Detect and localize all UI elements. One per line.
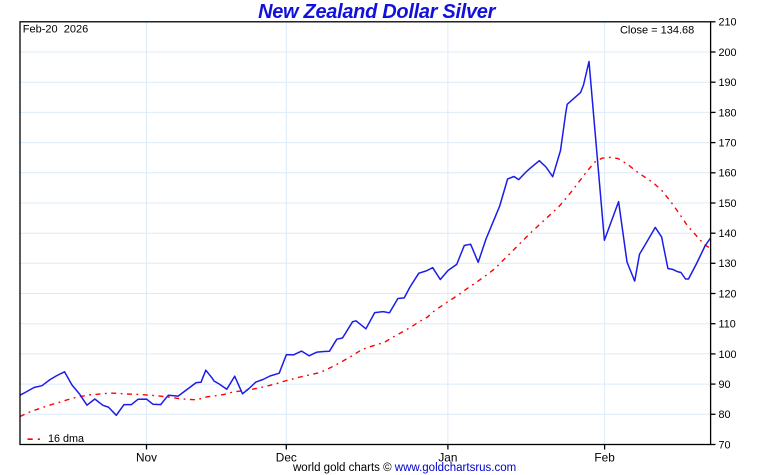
- svg-text:New Zealand Dollar Silver: New Zealand Dollar Silver: [258, 1, 497, 23]
- svg-text:210: 210: [719, 17, 737, 29]
- svg-text:Jan: Jan: [438, 450, 457, 464]
- svg-text:80: 80: [719, 409, 731, 421]
- svg-text:120: 120: [719, 288, 737, 300]
- svg-text:150: 150: [719, 198, 737, 210]
- svg-text:160: 160: [719, 168, 737, 180]
- svg-text:170: 170: [719, 138, 737, 150]
- svg-text:Feb-20 2026: Feb-20 2026: [23, 23, 88, 35]
- svg-text:Close = 134.68: Close = 134.68: [620, 25, 694, 37]
- svg-text:130: 130: [719, 258, 737, 270]
- svg-text:70: 70: [719, 439, 731, 451]
- svg-text:200: 200: [719, 47, 737, 59]
- svg-text:Nov: Nov: [136, 450, 157, 464]
- svg-text:100: 100: [719, 349, 737, 361]
- svg-text:140: 140: [719, 228, 737, 240]
- svg-text:110: 110: [719, 319, 736, 331]
- svg-text:world gold charts © www.goldch: world gold charts © www.goldchartsrus.co…: [292, 462, 516, 474]
- svg-text:Feb: Feb: [594, 450, 615, 464]
- svg-text:190: 190: [719, 77, 737, 89]
- svg-text:180: 180: [719, 107, 737, 119]
- svg-text:90: 90: [719, 379, 731, 391]
- svg-text:Dec: Dec: [276, 450, 297, 464]
- svg-text:16 dma: 16 dma: [48, 433, 84, 445]
